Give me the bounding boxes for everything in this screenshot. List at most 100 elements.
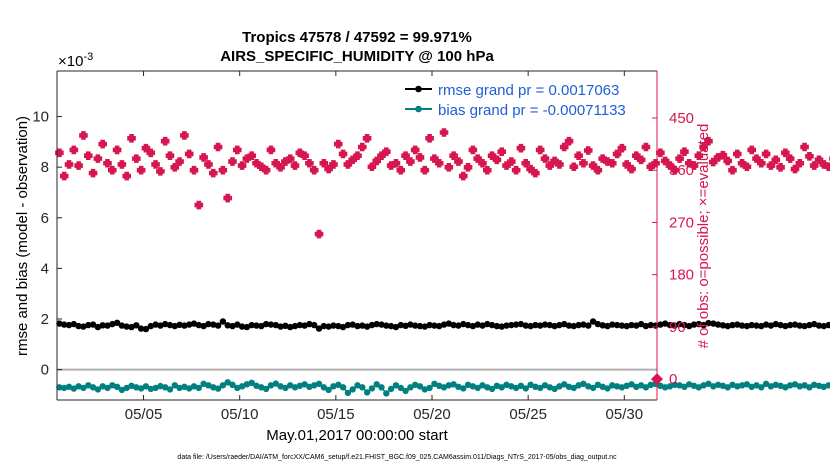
bias-point [349, 386, 356, 393]
x-tick-label: 05/10 [221, 406, 259, 423]
bias-point [488, 385, 496, 393]
bias-point [248, 379, 255, 386]
right-y-tick-label: 180 [669, 267, 694, 284]
rmse-point [512, 321, 520, 328]
rmse-point [633, 322, 640, 329]
rmse-point [734, 321, 741, 328]
rmse-point [825, 321, 830, 329]
obs-evaluated-point [708, 157, 718, 167]
rmse-point [460, 320, 467, 328]
bias-point [734, 383, 741, 390]
bias-point [387, 385, 395, 393]
bias-point [291, 384, 299, 391]
bias-point [464, 381, 472, 388]
rmse-point [532, 321, 539, 329]
rmse-point [157, 322, 164, 329]
rmse-point [287, 323, 294, 331]
rmse-point [613, 321, 621, 329]
rmse-point [705, 319, 712, 327]
rmse-point [762, 321, 770, 328]
obs-evaluated-point [747, 145, 757, 155]
data-file-footnote: data file: /Users/raeder/DAI/ATM_forcXX/… [177, 454, 617, 461]
rmse-point [171, 322, 178, 330]
bias-point [690, 382, 698, 389]
rmse-point [426, 321, 433, 329]
rmse-point [301, 322, 308, 329]
rmse-point [272, 321, 279, 329]
legend-rmse-marker [415, 85, 422, 93]
rmse-point [493, 322, 501, 330]
obs-evaluated-point [636, 155, 646, 165]
obs-evaluated-point [223, 193, 232, 203]
obs-evaluated-point [809, 161, 819, 170]
bias-point [229, 381, 236, 388]
obs-evaluated-point [406, 157, 415, 166]
obs-evaluated-point [588, 161, 598, 170]
rmse-point [162, 320, 169, 328]
bias-point [820, 383, 827, 390]
rmse-point [325, 323, 332, 330]
rmse-point [147, 322, 154, 330]
rmse-point [676, 320, 683, 328]
bias-point [589, 384, 597, 392]
obs-evaluated-point [531, 168, 540, 178]
bias-point [147, 385, 154, 393]
obs-evaluated-point [757, 158, 766, 168]
bias-point [440, 384, 448, 391]
obs-evaluated-point [492, 155, 502, 165]
obs-evaluated-point [473, 154, 482, 163]
bias-point [176, 384, 183, 392]
rmse-point [777, 321, 784, 329]
rmse-point [662, 320, 669, 327]
rmse-point [205, 320, 212, 328]
rmse-point [580, 321, 587, 328]
bias-point [642, 384, 650, 391]
bias-point [537, 384, 544, 392]
rmse-point [311, 321, 318, 329]
obs-evaluated-point [521, 158, 531, 168]
rmse-point [378, 321, 385, 328]
bias-point [407, 384, 414, 391]
bias-series [56, 379, 830, 397]
right-y-tick-label: 90 [669, 319, 686, 336]
bias-point [205, 382, 212, 389]
bias-point [412, 381, 419, 388]
obs-evaluated-point [593, 165, 603, 175]
bias-point [460, 385, 467, 392]
rmse-point [330, 322, 337, 329]
rmse-point [89, 321, 97, 328]
bias-point [344, 389, 352, 397]
bias-point [787, 382, 794, 389]
obs-evaluated-point [343, 160, 353, 169]
rmse-point [585, 322, 592, 329]
obs-evaluated-point [699, 142, 708, 152]
bias-point [258, 384, 265, 391]
bias-point [527, 381, 534, 388]
rmse-point [474, 321, 481, 328]
bias-point [272, 380, 279, 387]
bias-point [89, 384, 97, 391]
rmse-point [686, 322, 693, 330]
bias-point [359, 384, 366, 391]
obs-evaluated-point [103, 158, 112, 168]
bias-point [532, 383, 539, 390]
obs-evaluated-point [74, 161, 83, 170]
bias-point [104, 384, 111, 392]
obs-evaluated-point [800, 142, 809, 152]
rmse-point [306, 320, 313, 328]
rmse-point [387, 322, 395, 330]
bias-point [301, 381, 308, 388]
bias-point [311, 382, 318, 389]
bias-point [80, 384, 87, 392]
right-y-tick-group: 0 90 180 270 360 450 [652, 110, 694, 388]
bias-point [647, 381, 654, 388]
bias-point [613, 383, 621, 390]
obs-evaluated-point [771, 155, 781, 165]
bias-point [671, 381, 678, 388]
obs-evaluated-point [660, 156, 670, 166]
obs-evaluated-point [117, 160, 127, 169]
right-y-axis-label: # of obs: o=possible; ×=evaluated [695, 124, 712, 349]
x-tick-label: 05/20 [413, 406, 451, 423]
x-tick-label: 05/25 [509, 406, 547, 423]
obs-evaluated-point [805, 151, 814, 161]
